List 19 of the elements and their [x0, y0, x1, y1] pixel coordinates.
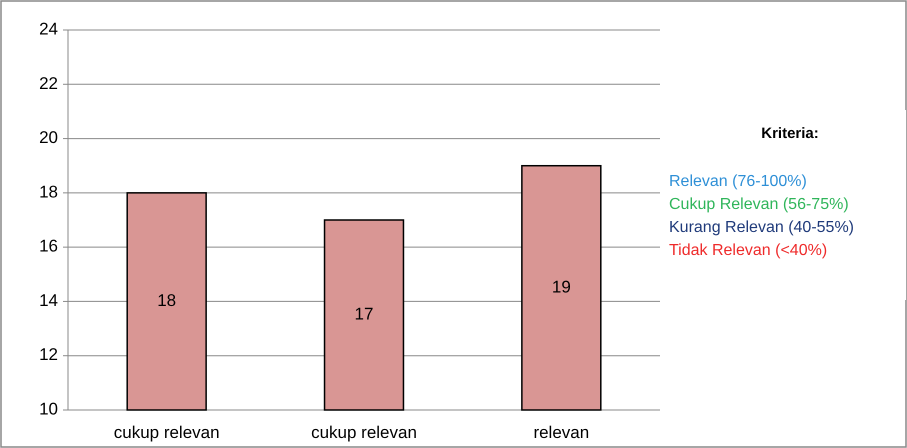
y-tick-label: 22	[39, 74, 58, 93]
x-tick-label: cukup relevan	[311, 423, 417, 442]
y-tick-label: 24	[39, 19, 58, 38]
y-tick-label: 16	[39, 236, 58, 256]
x-tick-label: cukup relevan	[114, 423, 220, 442]
text: Tidak Relevan (<40%)	[669, 242, 828, 259]
text: Kriteria:	[761, 125, 819, 142]
x-tick-label: relevan	[533, 423, 590, 442]
data-label: 18	[157, 290, 176, 310]
y-tick-label: 18	[39, 182, 58, 202]
y-tick-label: 20	[39, 128, 58, 148]
y-tick-label: 12	[39, 345, 58, 364]
data-label: 17	[354, 304, 374, 324]
y-tick-label: 14	[39, 290, 58, 310]
text: Kurang Relevan (40-55%)	[669, 219, 854, 236]
data-label: 19	[552, 277, 571, 296]
text: Relevan (76-100%)	[669, 173, 807, 190]
y-tick-label: 10	[39, 399, 58, 418]
text: Cukup Relevan (56-75%)	[669, 196, 849, 213]
